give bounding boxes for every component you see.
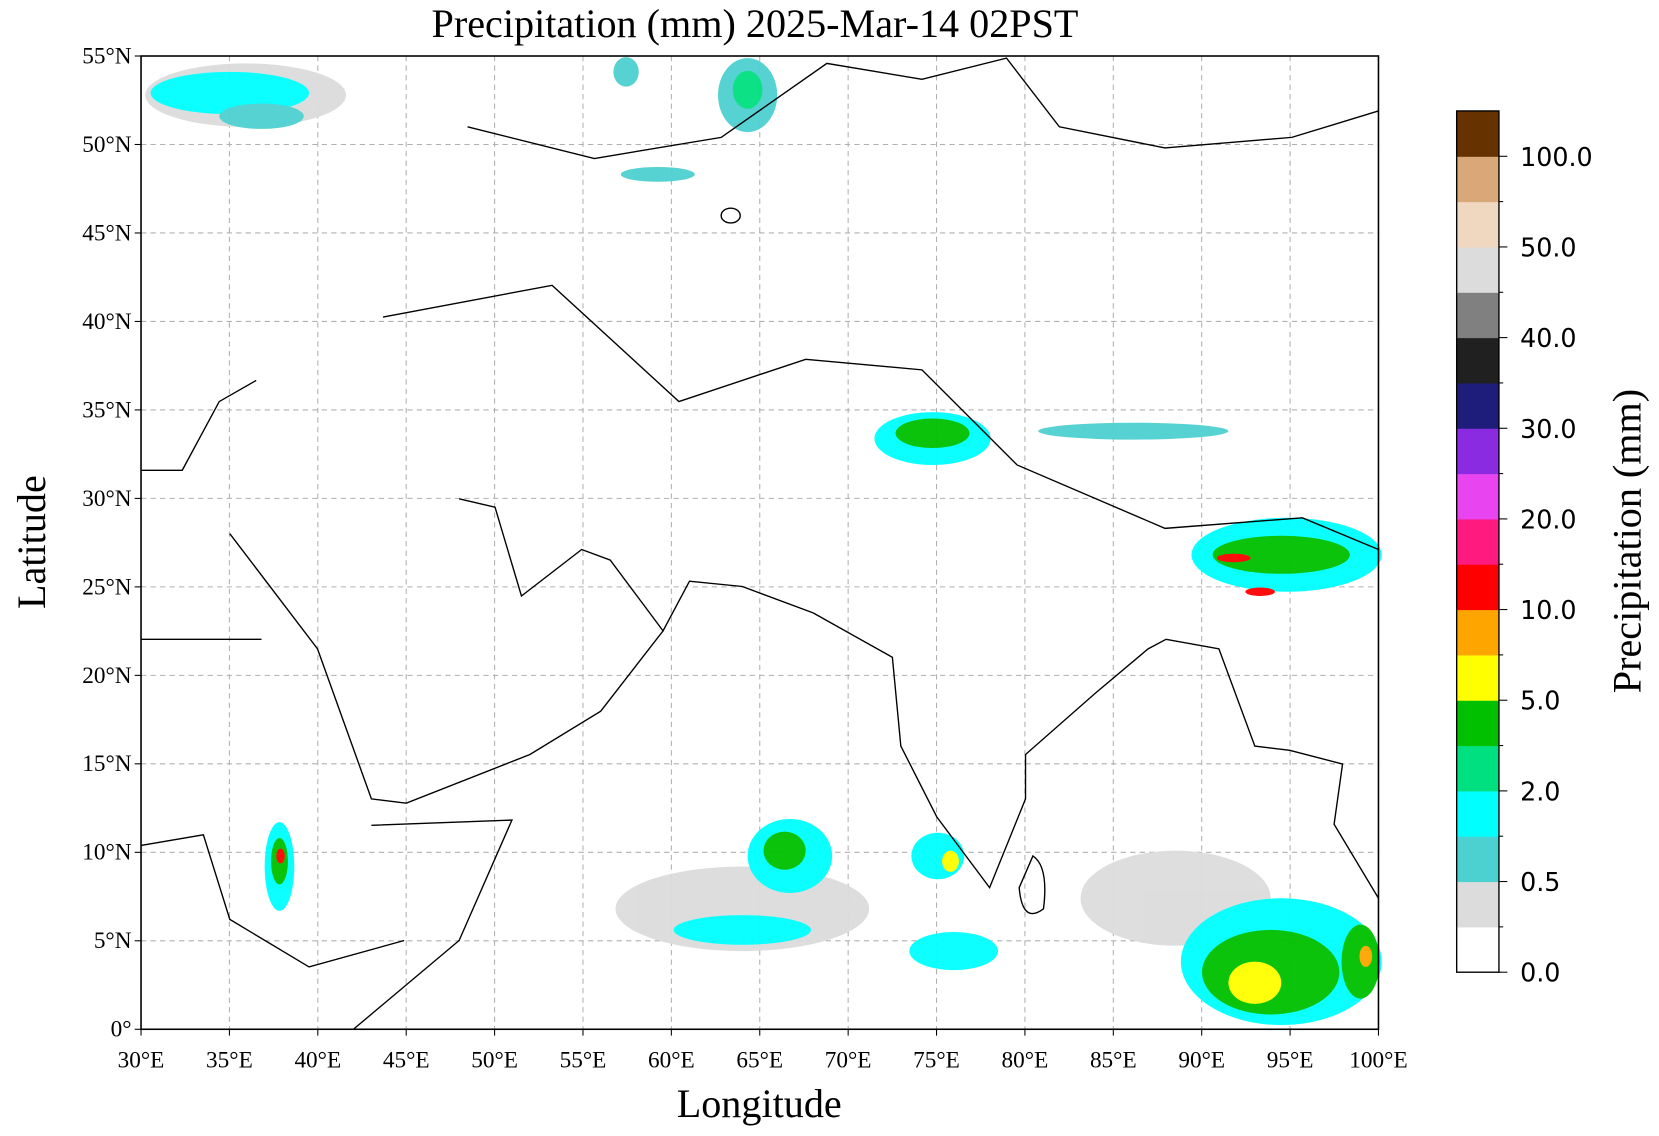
colorbar-segment [1456, 564, 1499, 611]
colorbar-label: Precipitation (mm) [1605, 389, 1650, 693]
x-tick-label: 60°E [648, 1047, 695, 1073]
colorbar-segment [1456, 292, 1499, 339]
y-tick-label: 55°N [82, 43, 132, 69]
x-tick-label: 30°E [118, 1047, 165, 1073]
lake [720, 207, 741, 224]
y-tick-label: 35°N [82, 397, 132, 423]
y-tick-label: 25°N [82, 574, 132, 600]
border [140, 638, 405, 968]
colorbar-segment [1456, 745, 1499, 792]
x-tick-label: 35°E [206, 1047, 253, 1073]
colorbar-segment [1456, 790, 1499, 837]
rain-area [1359, 945, 1373, 967]
colorbar-tick-label: 10.0 [1520, 595, 1576, 625]
colorbar-tick-label: 40.0 [1520, 323, 1576, 353]
rain-area [895, 418, 970, 449]
colorbar-segment [1456, 201, 1499, 248]
precipitation-field [145, 57, 1382, 1026]
coastline [352, 819, 514, 1030]
colorbar-tick-label: 0.5 [1520, 867, 1560, 897]
coastlines [140, 57, 1380, 1030]
rain-area [673, 915, 812, 945]
y-tick-label: 20°N [82, 663, 132, 689]
x-axis-label: Longitude [677, 1081, 842, 1126]
colorbar-tick-label: 5.0 [1520, 686, 1560, 716]
rain-area [942, 850, 959, 872]
border [382, 284, 1379, 551]
x-tick-label: 95°E [1267, 1047, 1314, 1073]
y-axis-label: Latitude [9, 475, 54, 609]
colorbar-segment [1456, 246, 1499, 293]
colorbar-segment [1456, 110, 1499, 157]
colorbar-segment [1456, 156, 1499, 203]
rain-area [1038, 422, 1229, 440]
border [467, 57, 1379, 160]
colorbar-frame [1455, 110, 1500, 973]
colorbar: 0.0 0.5 2.0 5.0 10.0 20.0 30.0 40.0 50.0 100.0 [1456, 110, 1593, 988]
map-title: Precipitation (mm) 2025-Mar-14 02PST [432, 1, 1079, 46]
colorbar-segment [1456, 881, 1499, 928]
rain-area [219, 103, 304, 129]
colorbar-segment [1456, 700, 1499, 747]
rain-area [613, 57, 639, 87]
y-tick-label: 5°N [94, 928, 132, 954]
coastline [458, 498, 814, 633]
colorbar-tick-label: 0.0 [1520, 958, 1560, 988]
rain-area [620, 166, 695, 182]
rain-area [276, 848, 285, 864]
y-tick-label: 50°N [82, 132, 132, 158]
y-tick-label: 10°N [82, 840, 132, 866]
rain-area [1212, 535, 1350, 574]
colorbar-segment [1456, 926, 1499, 973]
colorbar-tick-label: 30.0 [1520, 414, 1576, 444]
coastline [229, 533, 664, 804]
x-tick-label: 65°E [736, 1047, 783, 1073]
colorbar-segment [1456, 518, 1499, 565]
colorbar-segment [1456, 382, 1499, 429]
rain-area [909, 932, 999, 971]
rain-area [763, 831, 806, 870]
y-tick-label: 0° [111, 1017, 132, 1043]
y-tick-label: 40°N [82, 309, 132, 335]
colorbar-segment [1456, 473, 1499, 520]
x-tick-label: 75°E [913, 1047, 960, 1073]
x-tick-label: 100°E [1349, 1047, 1407, 1073]
rain-area [732, 70, 763, 109]
colorbar-segment [1456, 428, 1499, 475]
colorbar-segment [1456, 337, 1499, 384]
colorbar-tick-label: 20.0 [1520, 504, 1576, 534]
rain-area [150, 71, 310, 115]
x-tick-label: 85°E [1090, 1047, 1137, 1073]
x-tick-label: 40°E [294, 1047, 341, 1073]
rain-area [1228, 961, 1282, 1004]
rain-area [1216, 553, 1251, 563]
coastline [812, 612, 1380, 899]
colorbar-segment [1456, 609, 1499, 656]
coastline [1018, 854, 1046, 915]
coastline [141, 379, 257, 471]
x-tick-label: 90°E [1178, 1047, 1225, 1073]
x-tick-label: 50°E [471, 1047, 518, 1073]
x-tick-label: 45°E [383, 1047, 430, 1073]
rain-area [1245, 587, 1275, 597]
colorbar-tick-label: 2.0 [1520, 776, 1560, 806]
colorbar-tick-label: 50.0 [1520, 232, 1576, 262]
x-tick-label: 70°E [825, 1047, 872, 1073]
y-tick-label: 15°N [82, 751, 132, 777]
y-tick-label: 45°N [82, 220, 132, 246]
map-frame [140, 55, 1380, 1031]
colorbar-tick-label: 100.0 [1520, 142, 1593, 172]
colorbar-segment [1456, 836, 1499, 883]
x-tick-label: 55°E [560, 1047, 607, 1073]
y-tick-label: 30°N [82, 486, 132, 512]
x-tick-label: 80°E [1002, 1047, 1049, 1073]
colorbar-segment [1456, 654, 1499, 701]
